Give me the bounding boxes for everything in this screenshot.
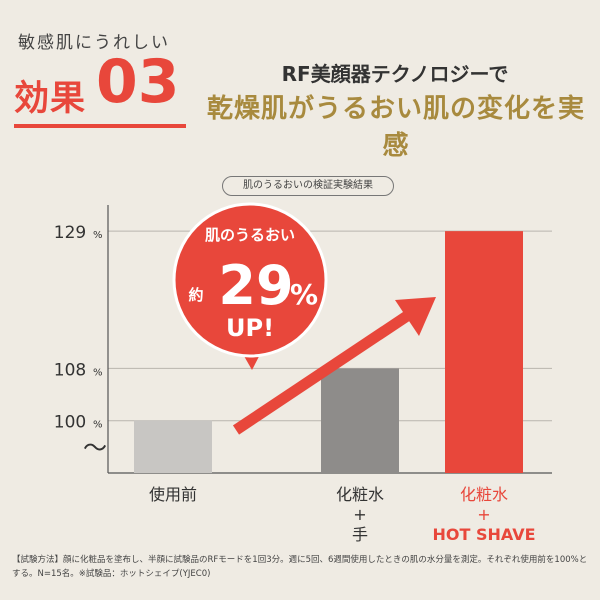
callout-label: 肌のうるおい	[205, 226, 295, 244]
axis-break-mark: 〜	[83, 434, 107, 462]
y-tick-label: 129	[54, 223, 86, 243]
x-category-label: +	[477, 505, 490, 524]
x-category-label: 使用前	[149, 485, 197, 504]
increase-callout: 肌のうるおい 約 29 % UP!	[172, 202, 328, 370]
bar	[321, 368, 399, 473]
x-category-label: +	[353, 505, 366, 524]
callout-value: 29	[218, 254, 293, 317]
bar	[134, 420, 212, 473]
footnote: 【試験方法】顔に化粧品を塗布し、半顔に試験品のRFモードを1回3分。週に5回、6…	[12, 555, 588, 579]
headline-line-2: 乾燥肌がうるおい肌の変化を実感	[206, 94, 585, 161]
callout-up: UP!	[226, 314, 274, 342]
y-tick-unit: %	[93, 230, 103, 241]
callout-unit: %	[290, 278, 318, 311]
eyebrow-text: 敏感肌にうれしい	[18, 33, 170, 53]
effect-label: 効果	[14, 79, 87, 119]
chart-title-badge: 肌のうるおいの検証実験結果	[222, 176, 394, 196]
x-category-label: 手	[352, 525, 368, 544]
y-tick-label: 100	[54, 413, 86, 433]
callout-prefix: 約	[188, 286, 203, 304]
x-category-label: 化粧水	[460, 485, 508, 504]
x-category-label: 化粧水	[336, 485, 384, 504]
increase-arrow	[232, 297, 436, 435]
y-tick-label: 108	[54, 360, 86, 380]
x-category-label: HOT SHAVE	[433, 525, 536, 544]
headline-line-1: RF美顔器テクノロジーで	[281, 62, 509, 86]
y-tick-unit: %	[93, 367, 103, 378]
y-tick-unit: %	[93, 420, 103, 431]
bar	[445, 231, 523, 473]
effect-number: 03	[96, 47, 180, 117]
effect-underline	[14, 124, 186, 128]
